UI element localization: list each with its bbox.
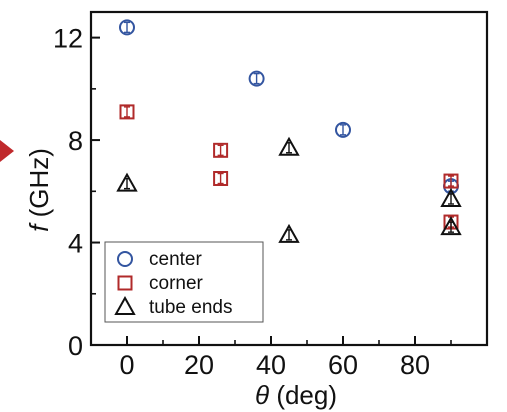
x-tick-label: 0 — [119, 350, 134, 380]
point-tube-ends — [116, 172, 138, 192]
data-points — [116, 19, 462, 243]
plot-border — [89, 10, 489, 347]
legend-label-corner: corner — [149, 273, 204, 294]
point-tube-ends — [440, 187, 462, 207]
point-center — [119, 19, 135, 36]
y-tick-label: 0 — [68, 331, 83, 361]
legend: center corner tube ends — [104, 241, 264, 323]
y-tick-label: 8 — [68, 126, 83, 156]
axis-ticks — [91, 36, 452, 346]
x-axis-symbol: θ — [255, 380, 269, 410]
legend-label-center: center — [149, 249, 202, 270]
point-corner — [443, 173, 459, 189]
x-tick-label: 40 — [256, 350, 286, 380]
x-tick-label: 60 — [328, 350, 358, 380]
x-tick-label: 80 — [400, 350, 430, 380]
y-axis-symbol: f — [24, 222, 54, 232]
tick-labels: 0 20 40 60 80 0 4 8 12 — [53, 24, 430, 380]
point-corner — [213, 171, 229, 186]
legend-label-tube-ends: tube ends — [149, 297, 232, 318]
y-tick-label: 4 — [68, 229, 83, 259]
legend-marker-tube-ends — [114, 295, 136, 315]
red-arrow-icon — [0, 140, 14, 162]
point-tube-ends — [440, 216, 462, 236]
x-tick-label: 20 — [184, 350, 214, 380]
point-tube-ends — [278, 136, 300, 156]
edge-arrow-marker — [0, 140, 14, 162]
point-corner — [119, 104, 135, 120]
x-axis-title: θ (deg) — [255, 380, 337, 410]
plot-frame — [89, 10, 489, 347]
y-tick-label: 12 — [53, 24, 83, 54]
point-center — [335, 121, 351, 138]
point-corner — [213, 142, 229, 158]
point-center — [248, 70, 265, 87]
x-axis-unit: (deg) — [269, 380, 337, 410]
legend-marker-corner — [117, 275, 133, 291]
point-tube-ends — [278, 223, 300, 243]
legend-marker-center — [117, 251, 133, 267]
y-axis-title: f (GHz) — [24, 148, 54, 232]
y-axis-unit: (GHz) — [24, 148, 54, 225]
